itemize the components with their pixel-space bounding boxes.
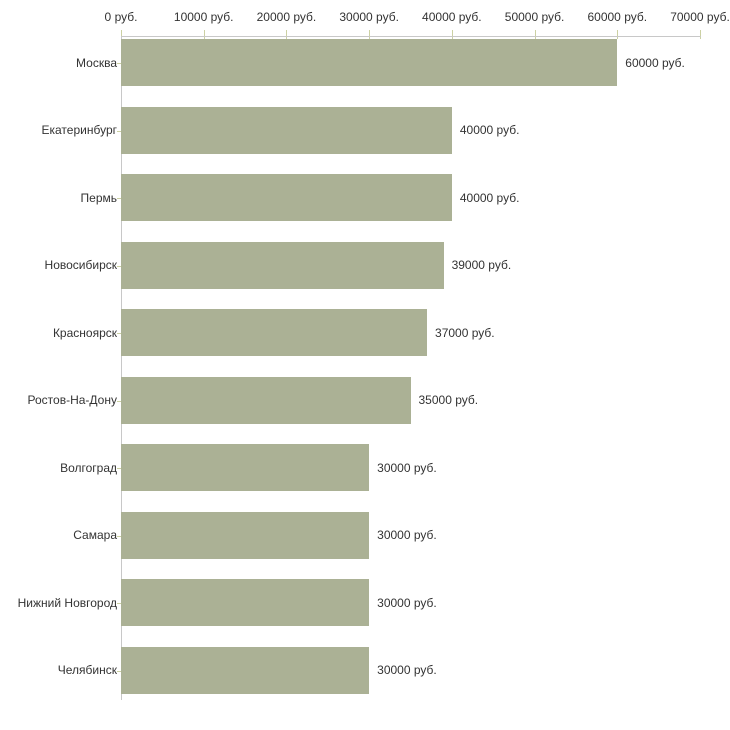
bar-row: Красноярск 37000 руб. <box>0 309 730 356</box>
bar <box>121 309 428 356</box>
x-axis-tick-mark <box>700 30 701 39</box>
category-label: Москва <box>76 55 117 70</box>
category-tick-mark <box>117 198 121 199</box>
x-axis-tick-mark <box>203 30 205 39</box>
value-label: 30000 руб. <box>377 460 437 475</box>
value-label: 39000 руб. <box>451 258 512 272</box>
category-tick-mark <box>117 333 121 334</box>
x-axis-tick-label: 70000 руб. <box>670 10 730 24</box>
bar-row: Ростов-На-Дону 35000 руб. <box>0 376 730 424</box>
x-axis-tick-label: 40000 руб. <box>422 10 482 24</box>
bar <box>121 174 452 221</box>
bar <box>121 376 411 424</box>
x-axis-tick-mark <box>369 30 371 39</box>
bar-row: Екатеринбург 40000 руб. <box>0 106 730 154</box>
x-axis-tick-label: 20000 руб. <box>256 10 317 24</box>
y-axis-line <box>121 36 122 700</box>
category-tick-mark <box>117 265 121 267</box>
bar-row: Волгоград 30000 руб. <box>0 444 730 491</box>
category-tick-mark <box>117 535 121 537</box>
bar-row: Новосибирск 39000 руб. <box>0 241 730 289</box>
category-tick-mark <box>117 468 121 469</box>
category-tick-mark <box>117 130 121 132</box>
bar <box>121 39 618 86</box>
bar <box>121 241 444 289</box>
x-axis-tick-mark <box>286 30 288 39</box>
category-label: Самара <box>73 528 117 542</box>
x-axis-tick-label: 60000 руб. <box>587 10 648 24</box>
x-axis-tick-mark <box>534 30 536 39</box>
x-axis-tick-mark <box>121 30 122 39</box>
x-axis-tick-label: 50000 руб. <box>504 10 565 24</box>
category-label: Ростов-На-Дону <box>27 393 117 407</box>
bar <box>121 511 370 559</box>
bar <box>121 579 370 626</box>
bar <box>121 444 370 491</box>
value-label: 30000 руб. <box>377 595 437 610</box>
x-axis-tick-label: 30000 руб. <box>339 10 399 24</box>
value-label: 30000 руб. <box>377 663 437 677</box>
bar-row: Пермь 40000 руб. <box>0 174 730 221</box>
x-axis-tick-mark <box>617 30 619 39</box>
bar-row: Нижний Новгород 30000 руб. <box>0 579 730 626</box>
category-label: Екатеринбург <box>41 123 118 137</box>
category-label: Нижний Новгород <box>17 595 117 610</box>
value-label: 30000 руб. <box>377 528 437 542</box>
category-label: Красноярск <box>52 325 117 340</box>
category-label: Челябинск <box>57 663 117 677</box>
x-axis-tick-mark <box>451 30 453 39</box>
value-label: 40000 руб. <box>459 123 520 137</box>
bar-row: Москва 60000 руб. <box>0 39 730 86</box>
bar <box>121 646 370 694</box>
category-tick-mark <box>117 63 121 64</box>
value-label: 37000 руб. <box>435 325 495 340</box>
category-tick-mark <box>117 603 121 604</box>
x-axis-line <box>121 36 701 37</box>
category-label: Пермь <box>80 190 117 205</box>
value-label: 35000 руб. <box>418 393 479 407</box>
bar-row: Самара 30000 руб. <box>0 511 730 559</box>
category-label: Волгоград <box>60 460 117 475</box>
bar <box>121 106 452 154</box>
category-tick-mark <box>117 670 121 672</box>
value-label: 60000 руб. <box>625 55 685 70</box>
bar-row: Челябинск 30000 руб. <box>0 646 730 694</box>
category-label: Новосибирск <box>44 258 117 272</box>
category-tick-mark <box>117 400 121 402</box>
x-axis-tick-label: 0 руб. <box>104 10 138 24</box>
x-axis-tick-label: 10000 руб. <box>173 10 234 24</box>
value-label: 40000 руб. <box>459 190 520 205</box>
